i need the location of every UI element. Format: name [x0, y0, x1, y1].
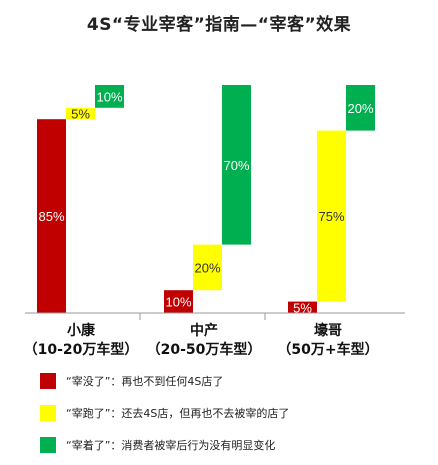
bar-segment — [66, 107, 95, 120]
bar-labels-group: 85% 5% 10% 10% 20% 70% 5% 75% 20% — [38, 89, 373, 315]
bar-segment — [37, 119, 66, 313]
category-sublabel: （10-20万车型） — [23, 342, 139, 358]
bars-group — [37, 85, 375, 313]
bar-segment — [95, 85, 124, 108]
data-label: 10% — [165, 295, 191, 310]
legend-item: “宰着了”：消费者被宰后行为没有明显变化 — [40, 433, 289, 457]
bar-segment — [164, 290, 193, 313]
legend-swatch-red — [40, 373, 56, 389]
legend-item: “宰跑了”：还去4S店，但再也不去被宰的店了 — [40, 401, 289, 425]
legend-item: “宰没了”：再也不到任何4S店了 — [40, 369, 289, 393]
category-name: 中产 — [190, 323, 218, 339]
legend-swatch-yellow — [40, 405, 56, 421]
category-label-haoge: 壕哥 （50万+车型） — [258, 322, 398, 360]
bar-segment — [317, 130, 346, 302]
data-label: 85% — [38, 209, 64, 224]
category-label-zhongchan: 中产 （20-50万车型） — [134, 322, 274, 360]
data-label: 20% — [194, 260, 220, 275]
data-label: 10% — [96, 89, 122, 104]
bar-segment — [193, 244, 222, 291]
bar-segment — [288, 301, 317, 313]
data-label: 5% — [71, 107, 90, 122]
category-sublabel: （50万+车型） — [277, 342, 379, 358]
data-label: 20% — [347, 101, 373, 116]
data-label: 75% — [318, 209, 344, 224]
category-name: 小康 — [67, 323, 95, 339]
legend-label: “宰着了”：消费者被宰后行为没有明显变化 — [66, 439, 276, 452]
legend-swatch-green — [40, 437, 56, 453]
category-label-xiaokang: 小康 （10-20万车型） — [11, 322, 151, 360]
bar-segment — [346, 85, 375, 131]
chart-title: 4S“专业宰客”指南—“宰客”效果 — [86, 15, 352, 35]
category-sublabel: （20-50万车型） — [146, 342, 262, 358]
legend: “宰没了”：再也不到任何4S店了 “宰跑了”：还去4S店，但再也不去被宰的店了 … — [40, 369, 289, 465]
waterfall-chart: 85% 5% 10% 10% 20% 70% 5% 75% 20% — [25, 85, 405, 320]
data-label: 5% — [293, 300, 312, 315]
data-label: 70% — [223, 158, 249, 173]
category-name: 壕哥 — [314, 323, 342, 339]
bar-segment — [222, 85, 251, 245]
legend-label: “宰没了”：再也不到任何4S店了 — [66, 375, 224, 388]
legend-label: “宰跑了”：还去4S店，但再也不去被宰的店了 — [66, 407, 290, 420]
